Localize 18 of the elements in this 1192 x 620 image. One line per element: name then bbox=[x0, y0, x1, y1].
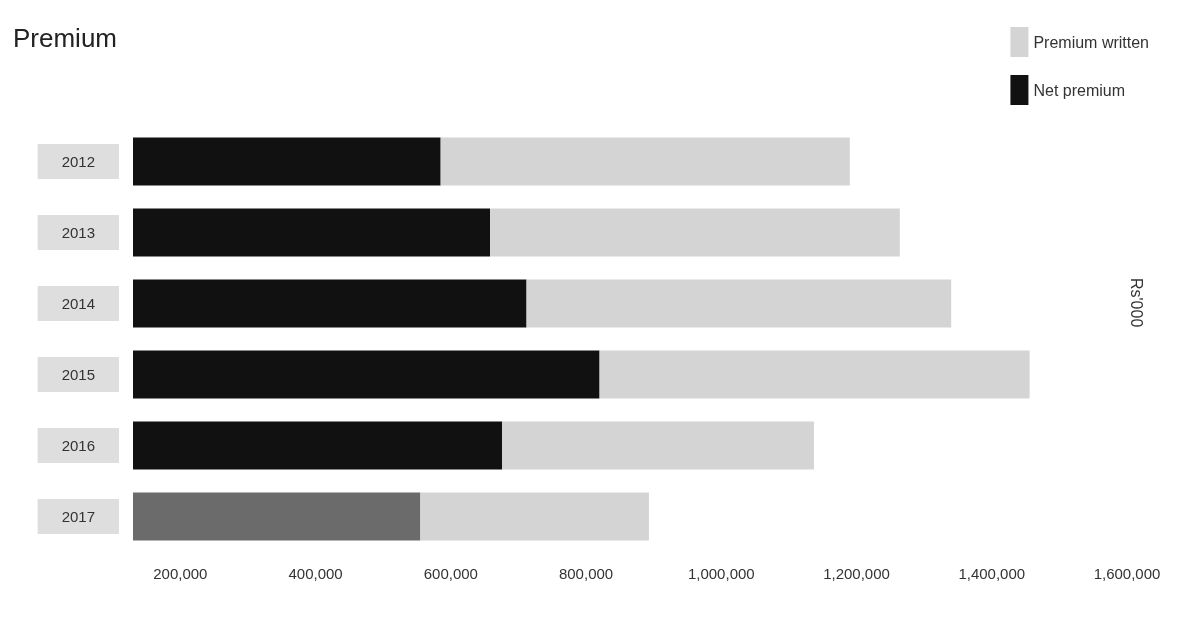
y-tick-label: 2016 bbox=[61, 437, 95, 454]
x-tick-label: 1,600,000 bbox=[1093, 565, 1161, 582]
x-tick-label: 200,000 bbox=[153, 565, 208, 582]
y-tick-label: 2014 bbox=[61, 295, 95, 312]
y2-axis-title: Rs'000 bbox=[1127, 278, 1145, 328]
x-tick-label: 800,000 bbox=[558, 565, 614, 582]
y-tick-label: 2013 bbox=[61, 224, 95, 241]
x-tick-label: 1,200,000 bbox=[823, 565, 890, 582]
legend-label: Premium written bbox=[1033, 33, 1149, 51]
x-tick-label: 1,000,000 bbox=[687, 565, 755, 582]
x-tick-label: 1,400,000 bbox=[958, 565, 1026, 582]
y-tick-label: 2015 bbox=[61, 366, 95, 383]
legend-label: Net premium bbox=[1033, 81, 1125, 99]
chart-title: Premium bbox=[13, 23, 118, 53]
y-tick-label: 2012 bbox=[61, 153, 95, 170]
x-tick-label: 400,000 bbox=[288, 565, 343, 582]
x-tick-label: 600,000 bbox=[423, 565, 478, 582]
y-tick-label: 2017 bbox=[61, 508, 95, 525]
